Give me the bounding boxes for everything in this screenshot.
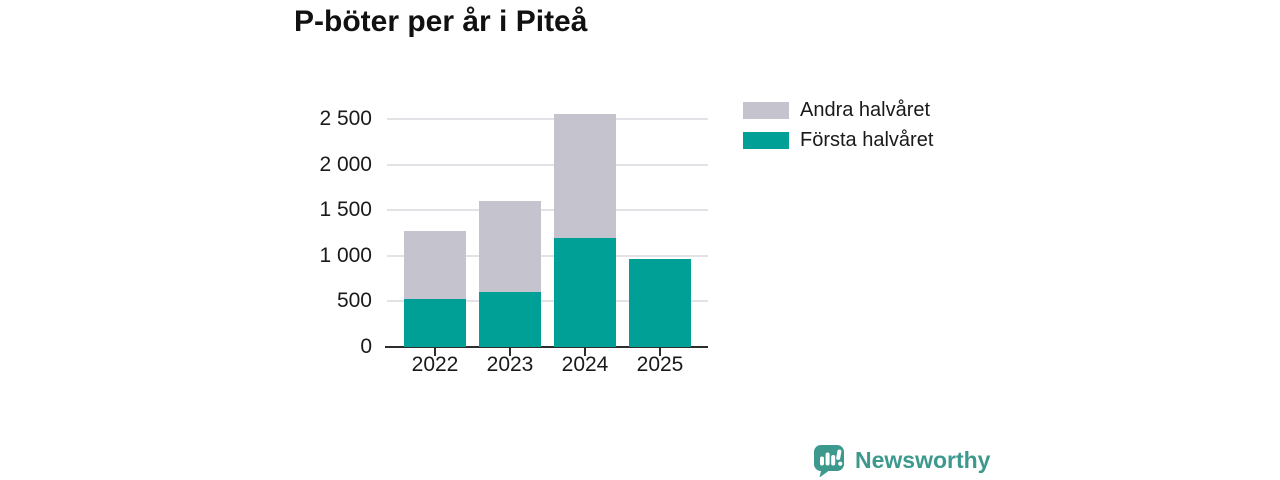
chart-title: P-böter per år i Piteå (294, 5, 588, 38)
x-tick-label-2024: 2024 (561, 353, 609, 376)
legend: Andra halvåret Första halvåret (743, 99, 934, 162)
bar-2025-f-rsta-halv-ret (629, 259, 691, 347)
gridline-1000 (387, 254, 708, 257)
gridline-500 (387, 300, 708, 303)
gridline-1500 (387, 209, 708, 212)
y-tick-label-0: 0 (360, 335, 372, 358)
x-axis-line (385, 346, 708, 348)
bar-2023-f-rsta-halv-ret (479, 292, 541, 347)
x-tick-label-2022: 2022 (411, 353, 459, 376)
bar-2023-andra-halv-ret (479, 201, 541, 293)
legend-item-f-rsta-halv-ret: Första halvåret (743, 129, 934, 151)
x-tick-2022 (434, 348, 436, 356)
x-tick-2024 (584, 348, 586, 356)
newsworthy-speech-bubble-bar-chart-icon (814, 445, 844, 477)
y-tick-label-500: 500 (336, 289, 372, 313)
x-tick-label-2023: 2023 (486, 353, 534, 376)
bar-2024-f-rsta-halv-ret (554, 238, 616, 347)
x-tick-2023 (509, 348, 511, 356)
plot-area (385, 114, 708, 356)
newsworthy-logo[interactable]: Newsworthy (812, 443, 990, 477)
bar-2022-andra-halv-ret (404, 231, 466, 299)
legend-label: Första halvåret (800, 129, 934, 151)
legend-item-andra-halv-ret: Andra halvåret (743, 99, 933, 121)
y-tick-label-1500: 1 500 (319, 198, 372, 222)
y-tick-label-2000: 2 000 (319, 152, 372, 176)
gridline-2000 (387, 163, 708, 166)
gridline-2500 (387, 118, 708, 120)
legend-swatch (743, 132, 789, 149)
legend-label: Andra halvåret (800, 99, 931, 121)
bar-2024-andra-halv-ret (554, 114, 616, 239)
newsworthy-wordmark: Newsworthy (855, 446, 991, 473)
x-tick-label-2025: 2025 (636, 353, 684, 376)
y-tick-label-1000: 1 000 (319, 243, 372, 267)
bar-2022-f-rsta-halv-ret (404, 298, 466, 347)
y-tick-label-2500: 2 500 (319, 107, 372, 130)
x-tick-2025 (659, 348, 661, 356)
legend-swatch (743, 102, 789, 119)
